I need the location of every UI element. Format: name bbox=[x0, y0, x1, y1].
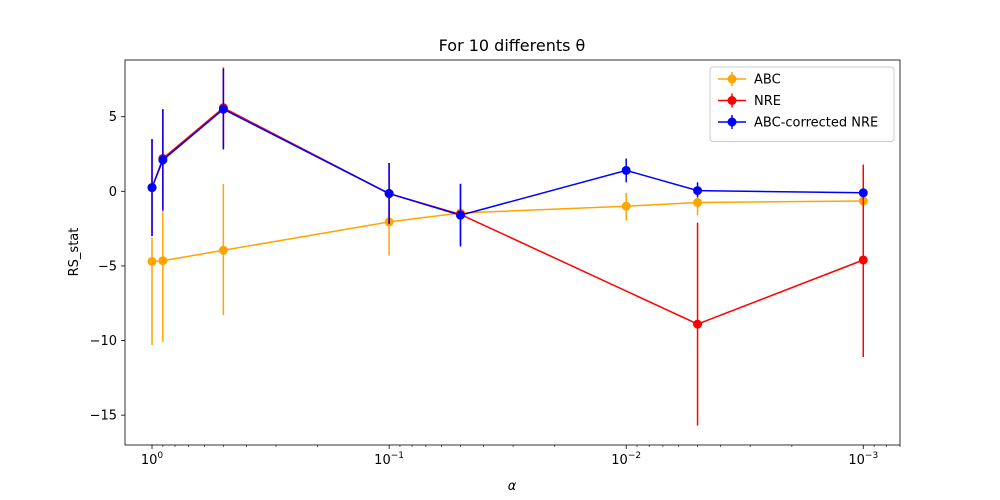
legend-entry: ABC-corrected NRE bbox=[718, 115, 878, 131]
legend-marker bbox=[727, 74, 737, 84]
legend-marker bbox=[727, 117, 737, 127]
plot-frame bbox=[124, 59, 901, 446]
data-point bbox=[218, 245, 228, 255]
data-point bbox=[693, 319, 703, 329]
legend-entry: NRE bbox=[718, 93, 781, 109]
y-axis: −15 −10 −5 0 5 bbox=[90, 110, 125, 424]
x-tick-label: 10−1 bbox=[374, 451, 404, 468]
y-tick-label: −5 bbox=[98, 259, 117, 274]
legend-marker bbox=[727, 96, 737, 105]
data-point bbox=[858, 188, 868, 198]
data-point bbox=[693, 198, 703, 208]
data-point bbox=[693, 186, 703, 196]
legend-entry: ABC bbox=[718, 72, 781, 88]
x-axis: 100 10−1 10−2 10−3 bbox=[141, 445, 901, 468]
x-axis-label: α bbox=[508, 479, 517, 494]
y-tick-label: 5 bbox=[109, 110, 117, 125]
legend-label: ABC-corrected NRE bbox=[754, 116, 878, 131]
series-line bbox=[151, 108, 864, 216]
plot-area bbox=[147, 67, 868, 426]
data-point bbox=[384, 189, 394, 199]
y-axis-label: RS_stat bbox=[67, 228, 82, 277]
legend-label: ABC bbox=[754, 73, 781, 88]
chart-title: For 10 differents θ bbox=[439, 36, 586, 55]
data-point bbox=[147, 183, 157, 193]
data-point bbox=[621, 165, 631, 175]
data-point bbox=[147, 256, 157, 266]
data-point bbox=[621, 201, 631, 211]
data-point bbox=[455, 210, 465, 220]
y-tick-label: −15 bbox=[90, 409, 117, 424]
y-tick-label: −10 bbox=[90, 334, 117, 349]
x-tick-label: 10−3 bbox=[848, 451, 878, 468]
data-point bbox=[858, 255, 868, 265]
legend: ABC NRE ABC-corrected NRE bbox=[709, 66, 895, 142]
x-tick-label: 10−2 bbox=[611, 451, 641, 468]
legend-box bbox=[709, 66, 895, 142]
series bbox=[147, 183, 868, 346]
series bbox=[147, 68, 868, 247]
legend-label: NRE bbox=[754, 94, 781, 109]
x-tick-label: 100 bbox=[141, 451, 164, 468]
data-point bbox=[158, 256, 168, 266]
y-tick-label: 0 bbox=[109, 185, 117, 200]
data-point bbox=[158, 155, 168, 165]
series-line bbox=[151, 200, 864, 263]
data-point bbox=[218, 104, 228, 114]
